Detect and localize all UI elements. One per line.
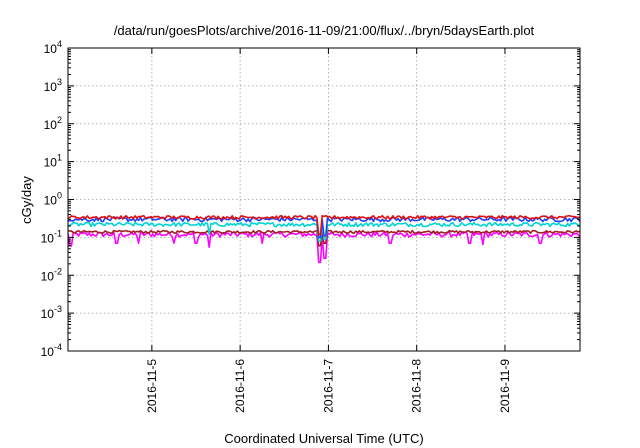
series-line-2	[67, 229, 581, 247]
y-tick-label: 101	[44, 153, 62, 170]
series-line-5	[67, 214, 581, 236]
y-tick-labels: 10-4 10-3 10-2 10-1 100 101 102 103 104	[41, 39, 62, 359]
chart-title: /data/run/goesPlots/archive/2016-11-09/2…	[114, 23, 535, 38]
y-tick-label: 10-1	[41, 228, 62, 245]
x-tick-label: 2016-11-7	[321, 359, 335, 413]
y-tick-label: 104	[44, 39, 62, 56]
grid	[68, 48, 580, 351]
y-tick-label: 103	[44, 77, 62, 94]
y-tick-label: 10-3	[41, 304, 62, 321]
x-tick-label: 2016-11-8	[410, 359, 424, 413]
x-axis-label: Coordinated Universal Time (UTC)	[224, 431, 423, 446]
series-line-3	[67, 221, 581, 242]
y-tick-label: 10-4	[41, 342, 62, 359]
series-line-4	[67, 216, 581, 239]
x-tick-label: 2016-11-5	[145, 359, 159, 413]
series-layer	[67, 214, 581, 264]
y-tick-label: 100	[44, 191, 62, 208]
x-tick-label: 2016-11-6	[233, 359, 247, 413]
ticks	[68, 47, 580, 352]
y-tick-label: 10-2	[41, 266, 62, 283]
x-tick-labels: 2016-11-5 2016-11-6 2016-11-7 2016-11-8 2016…	[145, 359, 512, 413]
series-line-1	[67, 231, 581, 264]
y-axis-label: cGy/day	[19, 176, 34, 224]
y-tick-label: 102	[44, 115, 62, 132]
x-tick-label: 2016-11-9	[498, 359, 512, 413]
